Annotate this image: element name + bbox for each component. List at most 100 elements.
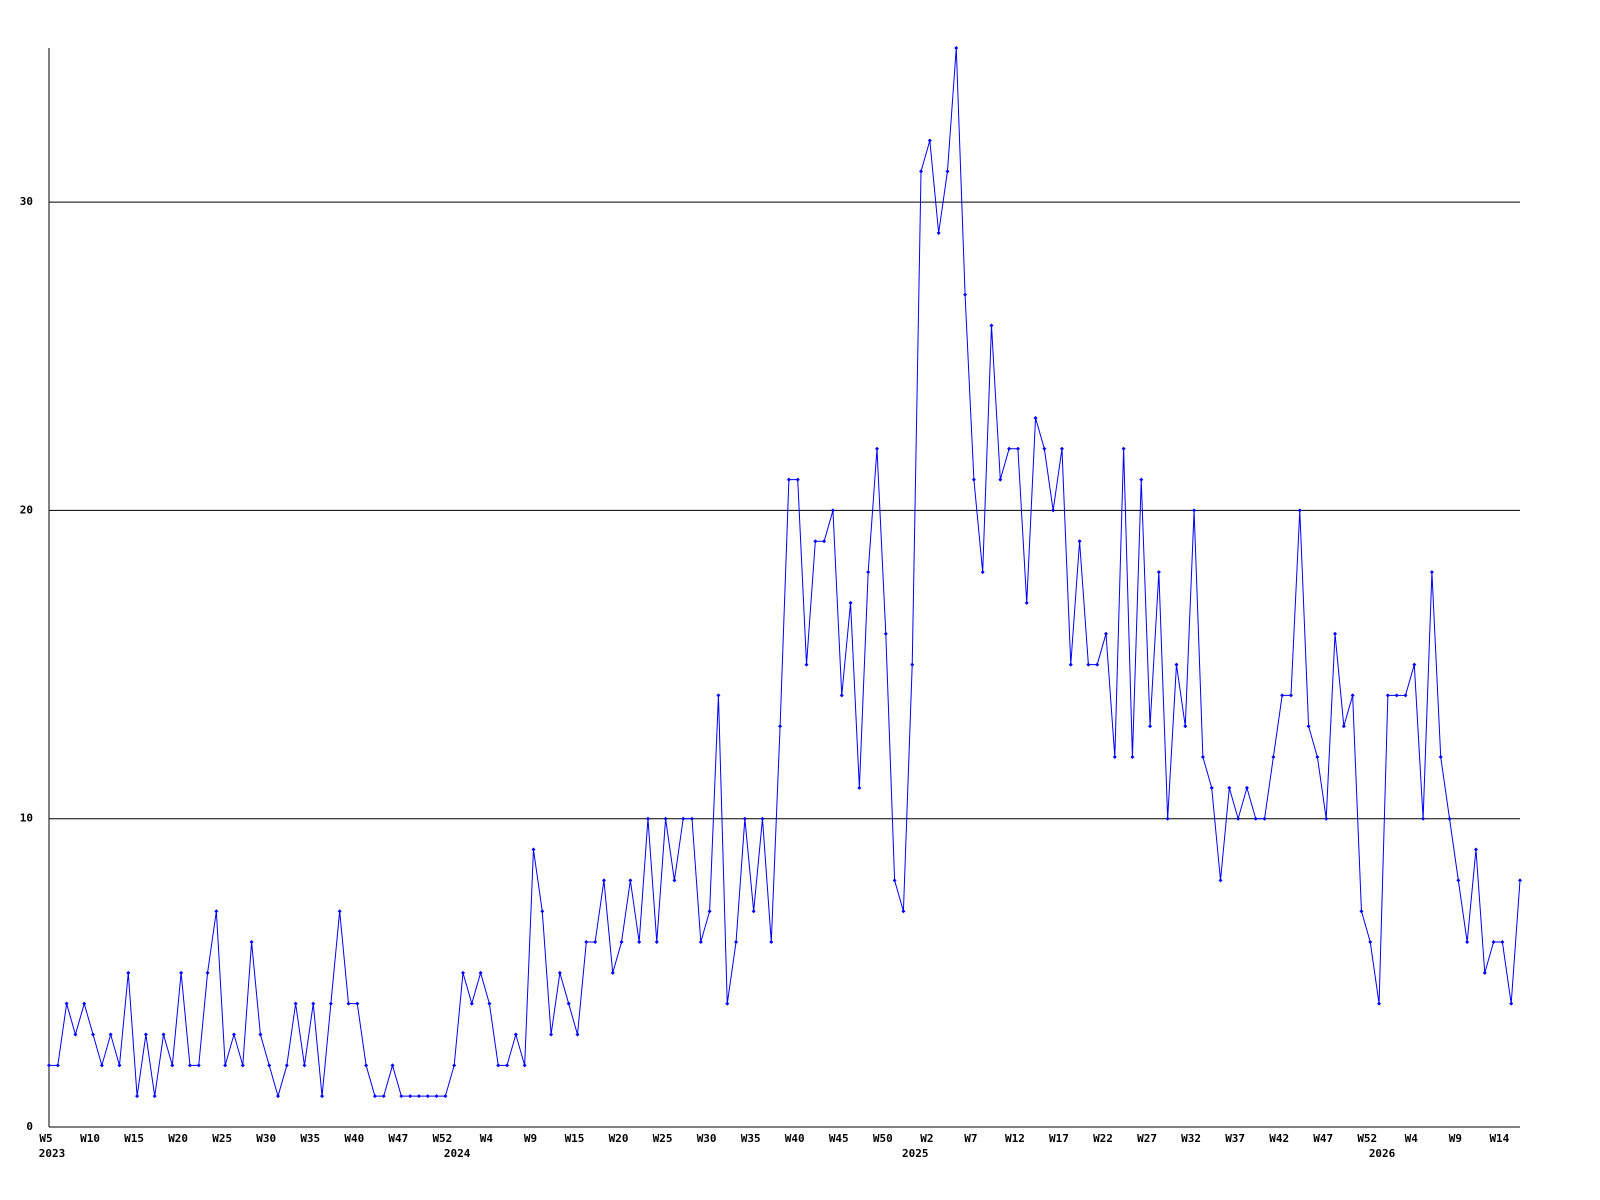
data-point bbox=[839, 693, 844, 698]
data-point bbox=[1280, 693, 1285, 698]
data-point bbox=[892, 878, 897, 883]
data-point bbox=[478, 970, 483, 975]
data-point bbox=[522, 1063, 527, 1068]
data-point bbox=[196, 1063, 201, 1068]
data-point bbox=[346, 1001, 351, 1006]
data-point bbox=[302, 1063, 307, 1068]
data-point bbox=[1244, 785, 1249, 790]
data-point bbox=[1509, 1001, 1514, 1006]
data-point bbox=[443, 1094, 448, 1099]
x-tick-label: W32 bbox=[1181, 1132, 1201, 1145]
data-point bbox=[1236, 816, 1241, 821]
data-point bbox=[760, 816, 765, 821]
data-point bbox=[267, 1063, 272, 1068]
data-point bbox=[637, 940, 642, 945]
data-point bbox=[1042, 446, 1047, 451]
data-point bbox=[381, 1094, 386, 1099]
data-point bbox=[822, 539, 827, 544]
data-point bbox=[1015, 446, 1020, 451]
x-tick-label: W7 bbox=[964, 1132, 977, 1145]
data-point bbox=[1465, 940, 1470, 945]
data-point bbox=[549, 1032, 554, 1037]
data-point bbox=[434, 1094, 439, 1099]
data-point bbox=[364, 1063, 369, 1068]
data-point bbox=[778, 724, 783, 729]
x-tick-label: W30 bbox=[697, 1132, 717, 1145]
x-tick-label: W15 bbox=[124, 1132, 144, 1145]
y-tick-label: 20 bbox=[20, 503, 33, 516]
data-point bbox=[126, 970, 131, 975]
data-point bbox=[1200, 755, 1205, 760]
data-point bbox=[1183, 724, 1188, 729]
data-line bbox=[49, 47, 1521, 1098]
data-point bbox=[1104, 631, 1109, 636]
data-point bbox=[936, 230, 941, 235]
x-group-label: 2024 bbox=[444, 1147, 471, 1160]
data-point bbox=[742, 816, 747, 821]
data-point bbox=[73, 1032, 78, 1037]
data-point bbox=[751, 909, 756, 914]
x-tick-label: W25 bbox=[212, 1132, 232, 1145]
data-point bbox=[187, 1063, 192, 1068]
x-tick-label: W12 bbox=[1005, 1132, 1025, 1145]
data-point bbox=[654, 940, 659, 945]
data-point bbox=[1518, 878, 1522, 883]
data-point bbox=[1324, 816, 1329, 821]
data-point bbox=[496, 1063, 501, 1068]
x-tick-label: W50 bbox=[873, 1132, 893, 1145]
data-point bbox=[1068, 662, 1073, 667]
data-point bbox=[152, 1094, 157, 1099]
x-tick-label: W15 bbox=[565, 1132, 585, 1145]
data-point bbox=[786, 477, 791, 482]
data-point bbox=[425, 1094, 430, 1099]
data-point bbox=[276, 1094, 281, 1099]
data-point bbox=[857, 785, 862, 790]
data-point bbox=[1394, 693, 1399, 698]
data-point bbox=[1121, 446, 1126, 451]
data-point bbox=[390, 1063, 395, 1068]
data-point bbox=[663, 816, 668, 821]
data-point bbox=[1412, 662, 1417, 667]
data-point bbox=[143, 1032, 148, 1037]
data-point bbox=[513, 1032, 518, 1037]
x-tick-label: W22 bbox=[1093, 1132, 1113, 1145]
data-point bbox=[672, 878, 677, 883]
data-point bbox=[910, 662, 915, 667]
x-tick-label: W4 bbox=[1405, 1132, 1419, 1145]
data-point bbox=[698, 940, 703, 945]
x-tick-label: W40 bbox=[785, 1132, 805, 1145]
data-point bbox=[1227, 785, 1232, 790]
data-point bbox=[1165, 816, 1170, 821]
data-point bbox=[82, 1001, 87, 1006]
data-point bbox=[1253, 816, 1258, 821]
data-point bbox=[1421, 816, 1426, 821]
data-point bbox=[469, 1001, 474, 1006]
x-tick-label: W9 bbox=[524, 1132, 537, 1145]
data-point bbox=[1139, 477, 1144, 482]
data-point bbox=[1456, 878, 1461, 883]
data-point bbox=[1271, 755, 1276, 760]
data-point bbox=[1059, 446, 1064, 451]
x-tick-label: W30 bbox=[256, 1132, 276, 1145]
data-point bbox=[487, 1001, 492, 1006]
x-tick-label: W4 bbox=[480, 1132, 494, 1145]
data-point bbox=[1333, 631, 1338, 636]
data-point bbox=[1024, 600, 1029, 605]
data-point bbox=[927, 138, 932, 143]
data-point bbox=[795, 477, 800, 482]
data-point bbox=[963, 292, 968, 297]
data-point bbox=[231, 1032, 236, 1037]
data-point bbox=[1130, 755, 1135, 760]
data-point bbox=[866, 570, 871, 575]
data-point bbox=[355, 1001, 360, 1006]
data-point bbox=[408, 1094, 413, 1099]
data-point bbox=[258, 1032, 263, 1037]
x-tick-label: W5 bbox=[39, 1132, 52, 1145]
data-point bbox=[919, 169, 924, 174]
data-point bbox=[1368, 940, 1373, 945]
x-tick-label: W27 bbox=[1137, 1132, 1157, 1145]
x-tick-label: W47 bbox=[388, 1132, 408, 1145]
data-point bbox=[1403, 693, 1408, 698]
data-point bbox=[1007, 446, 1012, 451]
